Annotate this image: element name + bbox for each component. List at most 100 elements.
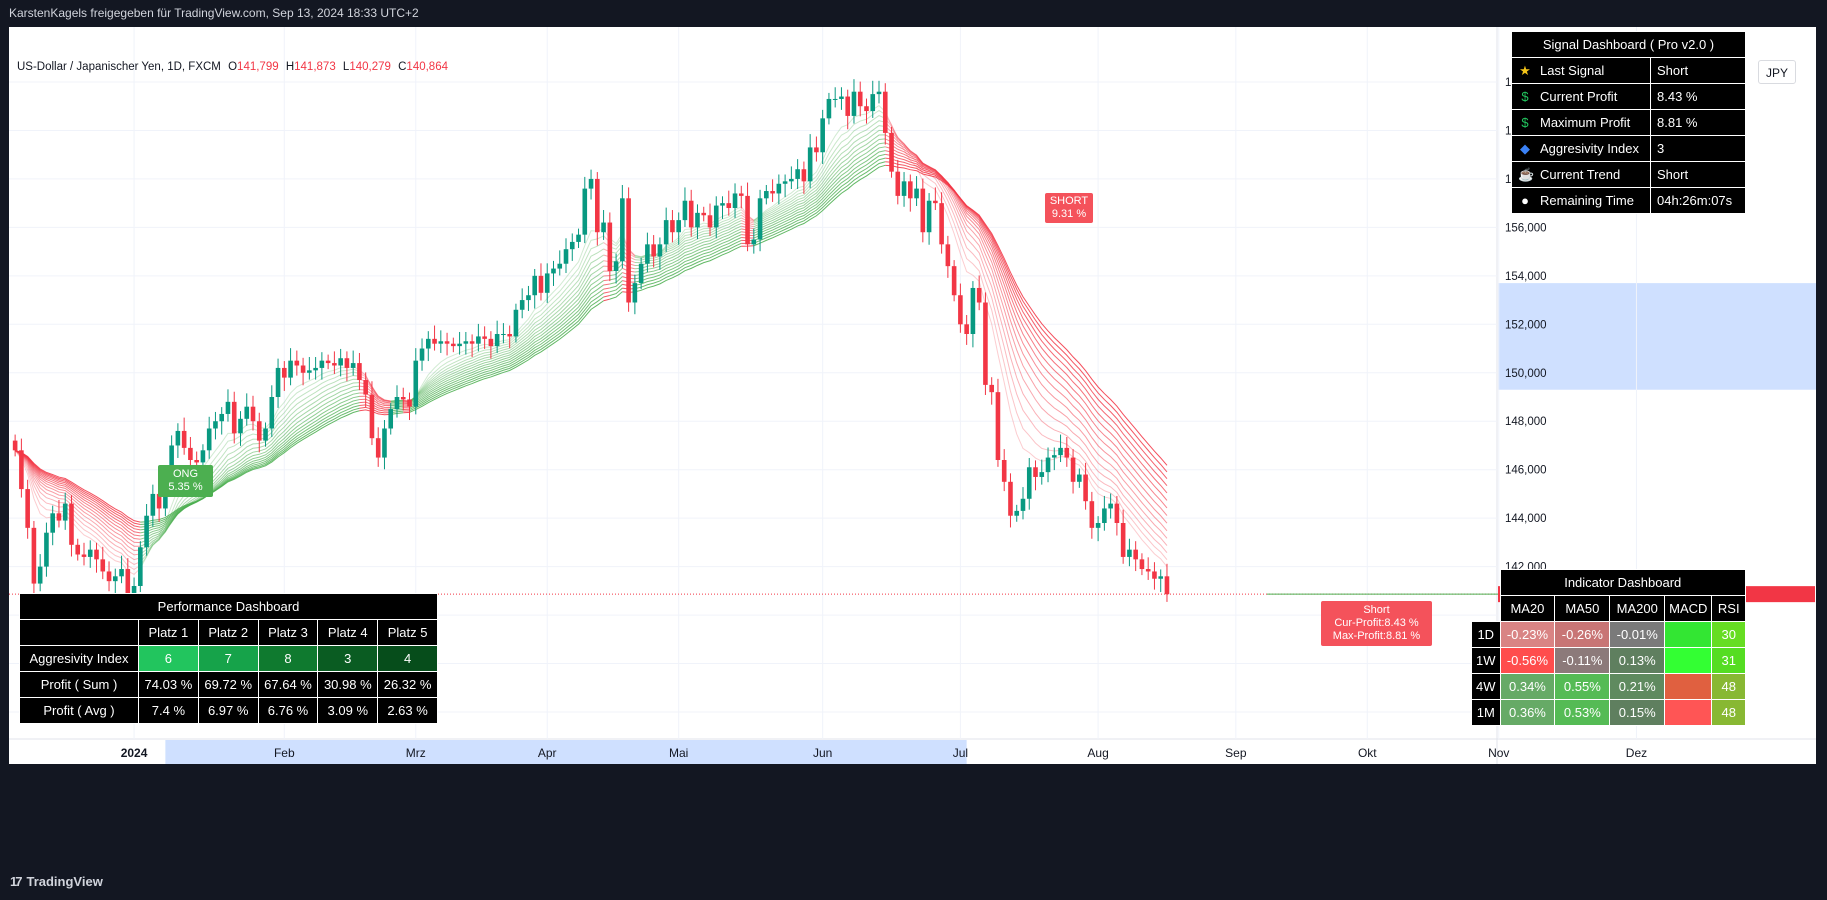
tradingview-logo[interactable]: 17 TradingView: [10, 874, 103, 889]
candle-body: [87, 549, 93, 557]
candle-body: [488, 338, 494, 347]
chart-canvas[interactable]: 162,000160,000158,000156,000154,000152,0…: [9, 27, 1818, 864]
candle-body: [613, 261, 619, 271]
legend-high: 141,873: [294, 61, 336, 73]
legend-o-label: O: [228, 61, 238, 73]
ma-ribbon-line: [634, 217, 742, 261]
ma-ribbon-line: [409, 235, 604, 405]
indicator-cell: 0.13%: [1609, 647, 1666, 674]
candle-body: [864, 106, 869, 112]
candle-body: [776, 183, 782, 194]
indicator-cell: 31: [1711, 647, 1746, 674]
signal-value: Short: [1650, 161, 1746, 188]
performance-row-label: Profit ( Sum ): [19, 671, 139, 698]
candle-body: [294, 360, 300, 366]
candle-body: [169, 445, 174, 480]
ma-ribbon-line: [885, 142, 1168, 509]
candle-body: [1077, 474, 1082, 482]
x-tick-label: Jul: [953, 746, 968, 760]
candle-body: [682, 200, 688, 221]
indicator-cell: 48: [1711, 699, 1746, 726]
ma-ribbon-line: [140, 405, 360, 528]
candle-body: [313, 367, 318, 371]
indicator-header-row: MA20 MA50 MA200 MACD RSI: [1472, 595, 1746, 622]
ma-ribbon-line: [409, 288, 604, 409]
candle-body: [31, 527, 37, 584]
ma-ribbon-line: [409, 228, 604, 406]
ma-ribbon-line: [409, 275, 604, 405]
candle-body: [181, 430, 187, 448]
candle-body: [1102, 508, 1107, 523]
candle-body: [1164, 576, 1170, 595]
x-tick-label: Mai: [669, 746, 688, 760]
ma-ribbon-line: [14, 449, 141, 561]
candle-body: [44, 532, 49, 567]
candle-body: [814, 147, 819, 153]
candle-body: [933, 200, 938, 204]
ma-ribbon-line: [634, 237, 742, 283]
coffee-icon: ☕: [1518, 166, 1535, 182]
ma-ribbon-line: [14, 449, 141, 556]
ma-ribbon-line: [753, 109, 886, 221]
ma-ribbon-line: [409, 280, 604, 406]
currency-button[interactable]: JPY: [1758, 60, 1796, 84]
ma-ribbon-line: [359, 406, 391, 414]
candle-body: [81, 554, 87, 557]
candle-body: [826, 98, 832, 119]
candle-body: [1020, 498, 1026, 511]
performance-cell: 6.97 %: [197, 697, 259, 724]
candle-body: [569, 241, 575, 250]
ma-ribbon-line: [14, 450, 141, 575]
candle-body: [1145, 569, 1151, 572]
clock-icon: ●: [1521, 193, 1529, 208]
diamond-icon: ◆: [1520, 140, 1530, 156]
candle-body: [94, 549, 99, 560]
performance-dashboard: Performance Dashboard Platz 1 Platz 2 Pl…: [19, 593, 438, 724]
ma-ribbon-line: [409, 254, 604, 402]
candle-body: [1133, 549, 1138, 560]
candle-body: [307, 370, 312, 373]
candle-body: [482, 336, 487, 339]
signal-row-aggresivity: ◆ Aggresivity Index 3: [1511, 135, 1746, 162]
candle-body: [745, 195, 750, 245]
candle-body: [782, 181, 788, 184]
candle-body: [757, 198, 763, 240]
candle-body: [601, 222, 606, 233]
performance-row-aggresivity: Aggresivity Index 6 7 8 3 4: [19, 645, 438, 672]
performance-cell: 8: [257, 645, 319, 672]
ma-ribbon-line: [139, 368, 360, 566]
candle-body: [319, 360, 325, 368]
signal-row-remaining-time: ● Remaining Time 04h:26m:07s: [1511, 187, 1746, 214]
long-signal-badge: ONG 5.35 %: [158, 465, 213, 497]
tradingview-brand: TradingView: [26, 874, 103, 889]
ma-ribbon-line: [14, 449, 141, 547]
candle-body: [576, 234, 581, 242]
ma-ribbon-line: [753, 134, 886, 228]
candle-body: [1114, 503, 1120, 523]
indicator-cell: [1664, 621, 1713, 648]
short-badge-line1: SHORT: [1049, 195, 1089, 207]
candle-body: [989, 384, 994, 393]
candle-body: [244, 406, 250, 419]
performance-header-row: Platz 1 Platz 2 Platz 3 Platz 4 Platz 5: [19, 619, 438, 646]
ma-ribbon-line: [634, 228, 742, 273]
candle-body: [970, 287, 976, 334]
candle-body: [231, 401, 237, 434]
y-tick-label: 146,000: [1505, 465, 1547, 477]
short-signal-badge: SHORT 9.31 %: [1045, 193, 1093, 223]
candle-body: [663, 220, 669, 245]
ma-ribbon-line: [753, 104, 886, 221]
signal-row-current-trend: ☕ Current Trend Short: [1511, 161, 1746, 188]
candle-body: [1127, 549, 1132, 557]
indicator-col-header: MA20: [1499, 595, 1556, 622]
ma-ribbon-line: [753, 142, 886, 232]
candle-body: [457, 343, 462, 347]
performance-row-label: Aggresivity Index: [19, 645, 139, 672]
candle-body: [738, 193, 744, 196]
performance-row-label: Profit ( Avg ): [19, 697, 139, 724]
ma-ribbon-line: [753, 138, 886, 230]
indicator-row-1w: 1W -0.56% -0.11% 0.13% 31: [1471, 647, 1746, 674]
signal-dashboard: Signal Dashboard ( Pro v2.0 ) ★ Last Sign…: [1511, 31, 1746, 214]
x-tick-label: Apr: [538, 746, 557, 760]
chart-area[interactable]: 162,000160,000158,000156,000154,000152,0…: [0, 27, 1827, 864]
